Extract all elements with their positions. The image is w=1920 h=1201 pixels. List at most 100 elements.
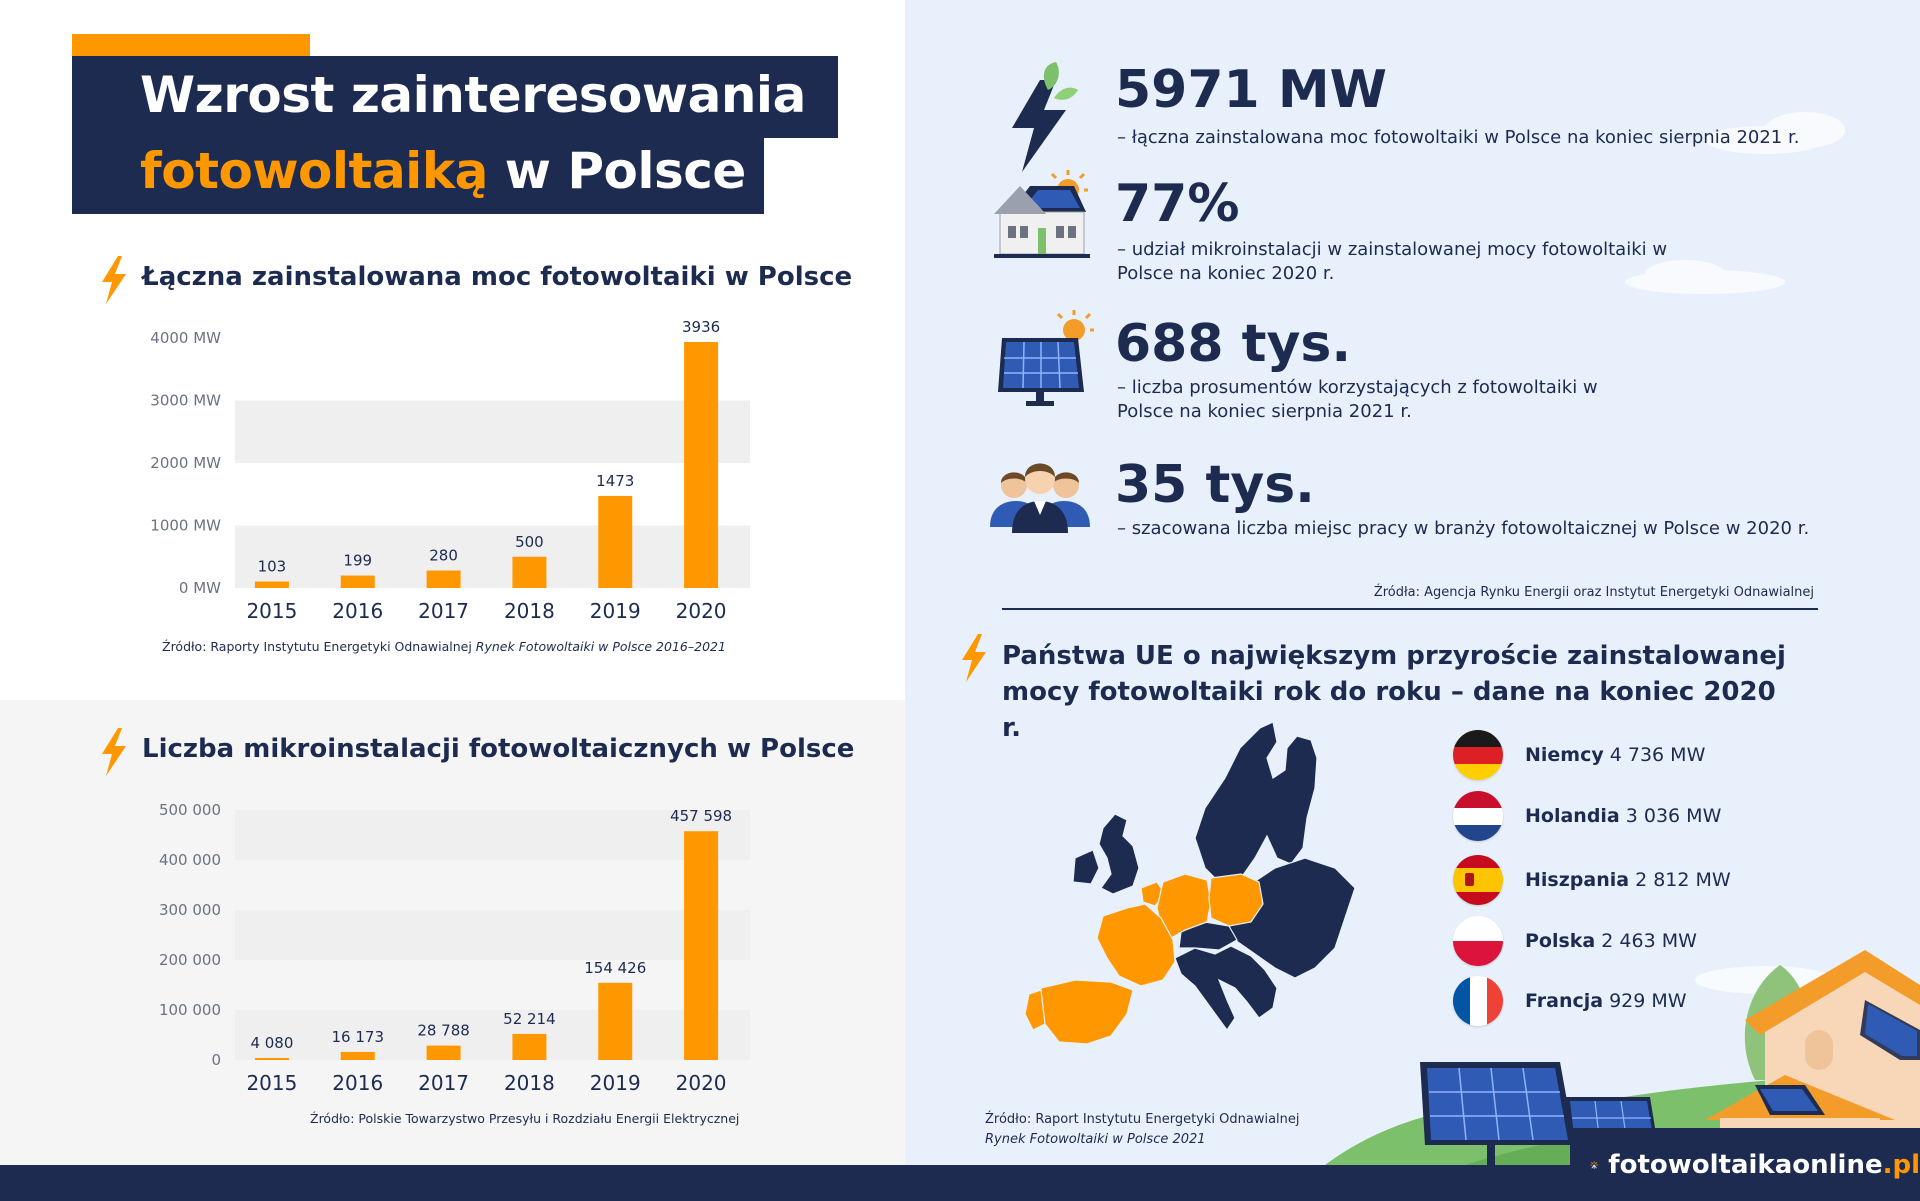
- chart1-svg: 0 MW 1000 MW 2000 MW 3000 MW 4000 MW 103 2015 1…: [150, 320, 750, 623]
- netherlands-flag-icon: [1453, 791, 1503, 841]
- stat-desc: – szacowana liczba miejsc pracy w branży…: [1117, 518, 1810, 539]
- lightning-icon: [102, 728, 126, 776]
- y-tick-label: 0 MW: [179, 579, 221, 597]
- country-name: Polska: [1525, 930, 1596, 952]
- france-flag-icon: [1453, 976, 1503, 1026]
- data-label: 52 214: [503, 1010, 555, 1028]
- country-name: Francja: [1525, 990, 1604, 1012]
- page-title-rest: w Polsce: [487, 142, 747, 200]
- stat-desc: – łączna zainstalowana moc fotowoltaiki …: [1117, 127, 1800, 148]
- stat-value: 77%: [1115, 174, 1240, 234]
- title-box: [72, 56, 838, 138]
- workers-icon: [990, 463, 1090, 533]
- map-spain: [1036, 979, 1134, 1045]
- bar: [684, 342, 719, 588]
- x-tick-label: 2018: [504, 599, 555, 623]
- data-label: 280: [429, 547, 458, 565]
- chart2-svg: 0 100 000 200 000 300 000 400 000 500 000 4 08…: [159, 801, 750, 1095]
- country-value: 929 MW: [1609, 990, 1687, 1012]
- data-label: 457 598: [670, 807, 732, 825]
- country-row-poland: Polska 2 463 MW: [1453, 915, 1697, 967]
- lightning-leaf-icon: [1012, 62, 1078, 172]
- country-row-germany: Niemcy 4 736 MW: [1453, 729, 1705, 781]
- x-tick-label: 2019: [590, 1071, 641, 1095]
- chart1-source-text: Źródło: Raporty Instytutu Energetyki Odn…: [162, 639, 472, 654]
- chart1-source: Źródło: Raporty Instytutu Energetyki Odn…: [162, 639, 726, 654]
- y-tick-label: 0: [211, 1051, 221, 1069]
- lightning-icon: [962, 634, 986, 682]
- germany-flag-icon: [1453, 730, 1503, 780]
- right-decor: [1325, 112, 1920, 1165]
- bar: [254, 1057, 289, 1060]
- stat-value: 688 tys.: [1115, 314, 1352, 374]
- chart-band: [235, 400, 750, 463]
- house-solar-icon: [994, 170, 1090, 258]
- lightning-icon: [102, 256, 126, 304]
- page-title-line2: fotowoltaiką w Polsce: [140, 142, 746, 200]
- divider: [1002, 608, 1818, 610]
- stat-desc: – liczba prosumentów korzystających z fo…: [1117, 377, 1598, 422]
- stats-source: Źródła: Agencja Rynku Energii oraz Insty…: [1373, 585, 1814, 600]
- x-tick-label: 2016: [332, 1071, 383, 1095]
- country-row-spain: Hiszpania 2 812 MW: [1453, 854, 1731, 906]
- logo-name: fotowoltaikaonline: [1608, 1149, 1883, 1180]
- bar: [512, 1033, 547, 1060]
- poland-flag-icon: [1453, 916, 1503, 966]
- country-value: 3 036 MW: [1625, 805, 1722, 827]
- country-row-france: Francja 929 MW: [1453, 975, 1687, 1027]
- spain-flag-icon: [1453, 855, 1503, 905]
- logo[interactable]: fotowoltaikaonline.pl: [1570, 1128, 1920, 1201]
- logo-tld: .pl: [1882, 1149, 1920, 1180]
- data-label: 154 426: [584, 959, 646, 977]
- y-tick-label: 4000 MW: [150, 329, 221, 347]
- logo-text: fotowoltaikaonline.pl: [1608, 1150, 1920, 1180]
- country-name: Hiszpania: [1525, 869, 1630, 891]
- country-value: 2 812 MW: [1635, 869, 1731, 891]
- bar: [426, 570, 461, 588]
- x-tick-label: 2020: [676, 599, 727, 623]
- data-label: 28 788: [417, 1022, 470, 1040]
- map-poland: [1208, 873, 1264, 927]
- title-accent: [72, 34, 310, 56]
- chart2-source: Źródło: Polskie Towarzystwo Przesyłu i R…: [310, 1111, 740, 1126]
- stat-desc: – udział mikroinstalacji w zainstalowane…: [1117, 239, 1668, 284]
- y-tick-label: 3000 MW: [150, 392, 221, 410]
- europe-map: [1024, 721, 1356, 1045]
- eu-section-title: Państwa UE o największym przyroście zain…: [1002, 641, 1786, 743]
- solar-panel-icon: [998, 310, 1094, 406]
- map-scandinavia: [1194, 721, 1318, 885]
- y-tick-label: 300 000: [159, 901, 221, 919]
- sun-logo-icon: [1590, 1160, 1599, 1169]
- bar: [340, 1051, 375, 1060]
- data-label: 4 080: [250, 1034, 293, 1052]
- bar: [512, 556, 547, 588]
- data-label: 199: [343, 552, 372, 570]
- y-tick-label: 1000 MW: [150, 517, 221, 535]
- bar: [684, 831, 719, 1060]
- map-source-line2: Rynek Fotowoltaiki w Polsce 2021: [985, 1132, 1206, 1147]
- y-tick-label: 400 000: [159, 851, 221, 869]
- y-tick-label: 2000 MW: [150, 454, 221, 472]
- map-source-line1: Źródło: Raport Instytutu Energetyki Odna…: [985, 1112, 1300, 1127]
- country-value: 4 736 MW: [1609, 744, 1706, 766]
- country-row-netherlands: Holandia 3 036 MW: [1453, 790, 1721, 842]
- data-label: 16 173: [332, 1028, 385, 1046]
- x-tick-label: 2015: [246, 599, 297, 623]
- x-tick-label: 2017: [418, 1071, 469, 1095]
- map-france: [1096, 903, 1176, 987]
- x-tick-label: 2016: [332, 599, 383, 623]
- bar: [598, 495, 633, 588]
- data-label: 1473: [596, 472, 634, 490]
- y-tick-label: 100 000: [159, 1001, 221, 1019]
- stat-value: 35 tys.: [1115, 455, 1315, 515]
- data-label: 500: [515, 533, 544, 551]
- chart-band: [235, 910, 750, 960]
- country-name: Niemcy: [1525, 744, 1604, 766]
- country-name: Holandia: [1525, 805, 1620, 827]
- x-tick-label: 2018: [504, 1071, 555, 1095]
- stat-value: 5971 MW: [1115, 60, 1387, 120]
- chart1-title: Łączna zainstalowana moc fotowoltaiki w …: [142, 262, 853, 292]
- title-box: [72, 138, 764, 214]
- page-title-highlight: fotowoltaiką: [140, 142, 488, 200]
- x-tick-label: 2015: [246, 1071, 297, 1095]
